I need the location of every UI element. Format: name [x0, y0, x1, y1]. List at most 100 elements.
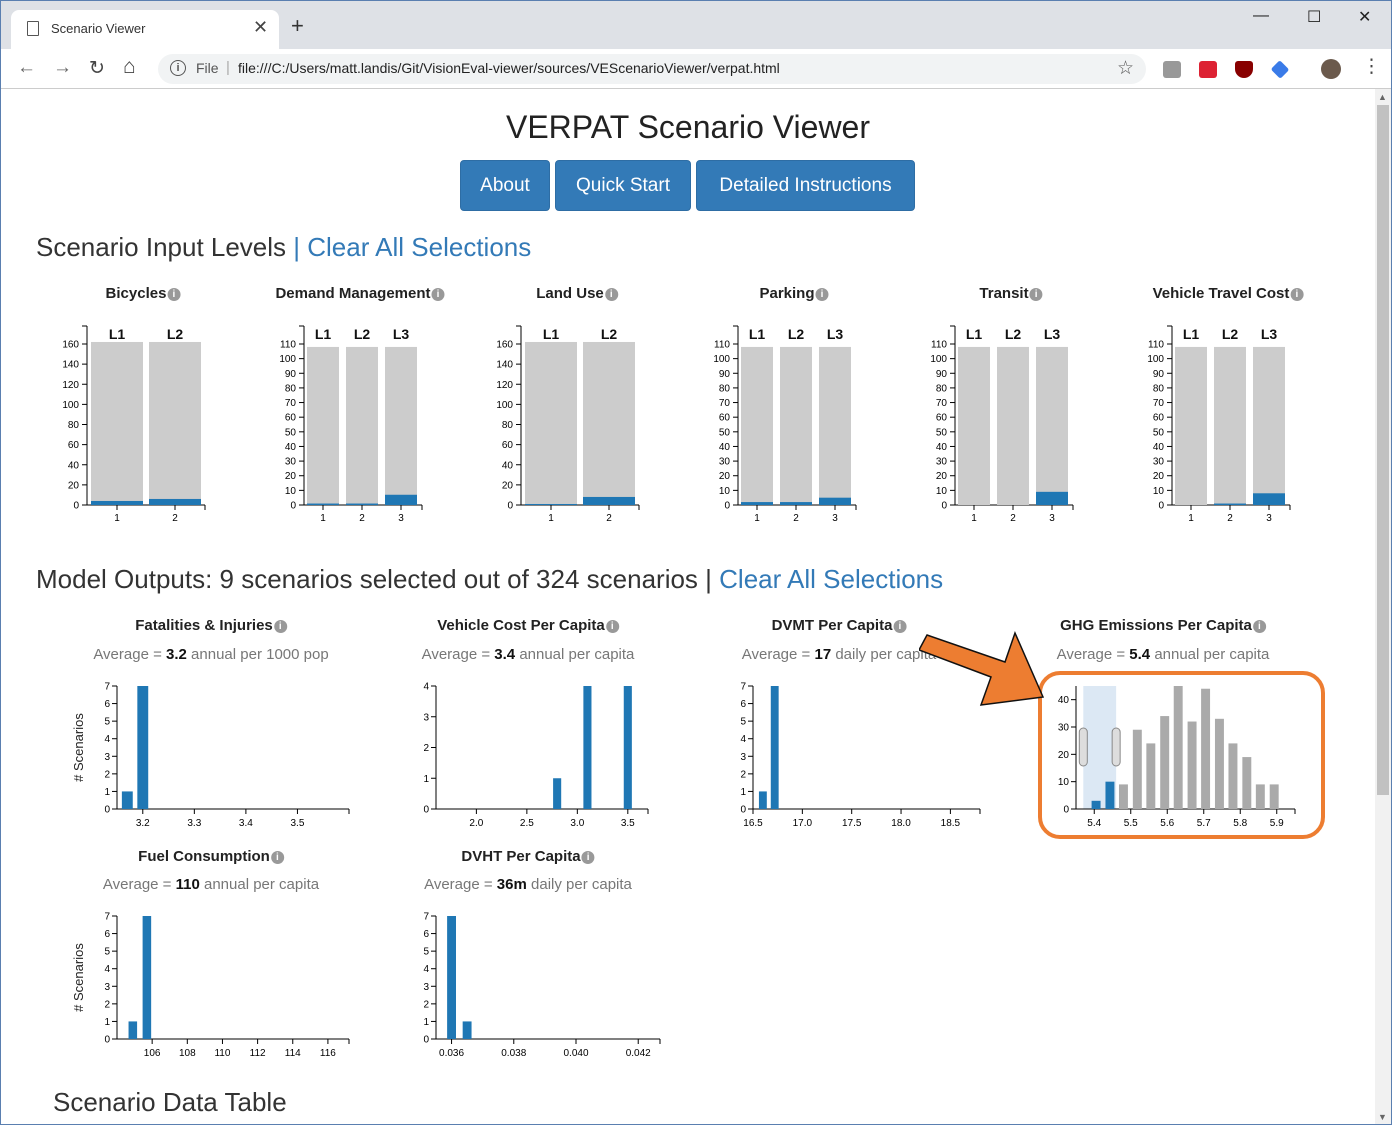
histogram-bar[interactable]: [583, 686, 592, 809]
level-bar[interactable]: [583, 341, 635, 505]
histogram-bar[interactable]: [1269, 784, 1279, 809]
histogram-bar[interactable]: [1118, 784, 1128, 809]
histogram-bar[interactable]: [1173, 686, 1183, 809]
level-bar[interactable]: [346, 346, 378, 505]
info-icon[interactable]: i: [167, 288, 181, 301]
output-chart-dvht-per-capita-average: Average = 36m daily per capita: [424, 876, 632, 893]
extension-diamond-icon[interactable]: [1270, 60, 1290, 79]
level-bar[interactable]: [91, 341, 143, 505]
histogram-bar[interactable]: [137, 686, 149, 809]
browser-menu-icon[interactable]: ⋮: [1362, 56, 1381, 77]
histogram-bar[interactable]: [1242, 757, 1252, 809]
histogram-bar[interactable]: [1091, 800, 1101, 809]
detailed-instructions-button[interactable]: Detailed Instructions: [696, 160, 915, 211]
new-tab-button[interactable]: +: [291, 13, 304, 38]
histogram-bar[interactable]: [447, 916, 456, 1039]
histogram-bar[interactable]: [121, 791, 133, 809]
input-chart-parking[interactable]: 0 10 20 30 40 50 60 70 80 90 100 110 L1 1 L2 2 L3 3: [686, 314, 896, 529]
histogram-bar[interactable]: [128, 1021, 138, 1039]
level-bar[interactable]: [819, 346, 851, 505]
histogram-bar[interactable]: [1228, 743, 1238, 809]
reload-button[interactable]: ↻: [89, 58, 105, 79]
scroll-down-icon[interactable]: ▼: [1378, 1112, 1387, 1122]
url-text[interactable]: file:///C:/Users/matt.landis/Git/VisionE…: [238, 60, 780, 76]
histogram-bar[interactable]: [1160, 716, 1170, 809]
info-icon[interactable]: i: [893, 620, 907, 633]
quick-start-button[interactable]: Quick Start: [555, 160, 691, 211]
inputs-clear-all-link[interactable]: Clear All Selections: [307, 232, 532, 262]
level-bar[interactable]: [307, 346, 339, 505]
info-icon[interactable]: i: [1029, 288, 1043, 301]
output-chart-vehicle-cost-per-capita[interactable]: 0 1 2 3 4 2.0 2.5 3.0 3.5: [406, 682, 656, 832]
level-bar[interactable]: [149, 341, 201, 505]
output-chart-fuel-consumption[interactable]: 0 1 2 3 4 5 6 7 106 108 110 112 114 116 # Scenarios: [67, 912, 357, 1062]
histogram-bar[interactable]: [142, 916, 152, 1039]
input-chart-vehicle-travel-cost[interactable]: 0 10 20 30 40 50 60 70 80 90 100 110 L1 1 L2 2 L3 3: [1120, 314, 1330, 529]
forward-button[interactable]: →: [53, 57, 72, 78]
histogram-bar[interactable]: [1214, 718, 1224, 809]
tab-close-icon[interactable]: ✕: [253, 17, 269, 37]
close-window-button[interactable]: ✕: [1358, 9, 1372, 26]
brush-handle[interactable]: [1111, 727, 1121, 767]
y-tick-label: 10: [1153, 486, 1165, 497]
browser-tab[interactable]: Scenario Viewer ✕: [11, 10, 279, 49]
info-icon[interactable]: i: [273, 620, 287, 633]
level-bar[interactable]: [780, 346, 812, 505]
histogram-bar[interactable]: [1146, 743, 1156, 809]
histogram-bar[interactable]: [1105, 781, 1115, 809]
address-bar[interactable]: i File | file:///C:/Users/matt.landis/Gi…: [158, 54, 1146, 84]
info-icon[interactable]: i: [170, 60, 186, 76]
output-chart-dvmt-per-capita[interactable]: 0 1 2 3 4 5 6 7 16.5 17.0 17.5 18.0 18.5: [723, 682, 988, 832]
info-icon[interactable]: i: [270, 851, 284, 864]
level-bar[interactable]: [1175, 346, 1207, 505]
histogram-bar[interactable]: [462, 1021, 472, 1039]
scrollbar-thumb[interactable]: [1377, 105, 1389, 795]
extension-lastpass-icon[interactable]: [1199, 61, 1217, 78]
level-bar[interactable]: [958, 346, 990, 505]
info-icon[interactable]: i: [581, 851, 595, 864]
level-bar[interactable]: [525, 341, 577, 505]
output-chart-dvht-per-capita[interactable]: 0 1 2 3 4 5 6 7 0.036 0.038 0.040 0.042: [406, 912, 668, 1062]
vertical-scrollbar[interactable]: ▲ ▼: [1375, 89, 1391, 1124]
histogram-bar[interactable]: [770, 686, 779, 809]
minimize-button[interactable]: —: [1253, 7, 1269, 24]
outputs-clear-all-link[interactable]: Clear All Selections: [719, 564, 944, 594]
input-chart-bicycles[interactable]: 0 20 40 60 80 100 120 140 160 L1 1 L2 2: [35, 314, 245, 529]
y-tick-label: 60: [936, 413, 948, 424]
back-button[interactable]: ←: [17, 57, 36, 78]
input-chart-land-use[interactable]: 0 20 40 60 80 100 120 140 160 L1 1 L2 2: [469, 314, 679, 529]
info-icon[interactable]: i: [431, 288, 445, 301]
level-bar[interactable]: [1253, 346, 1285, 505]
info-icon[interactable]: i: [1252, 620, 1266, 633]
profile-avatar[interactable]: [1321, 59, 1341, 79]
info-icon[interactable]: i: [1290, 288, 1304, 301]
ublock-shield-icon[interactable]: [1235, 61, 1253, 78]
histogram-bar[interactable]: [1132, 729, 1142, 809]
brush-handle[interactable]: [1078, 727, 1088, 767]
level-bar[interactable]: [1214, 346, 1246, 505]
level-bar[interactable]: [741, 346, 773, 505]
level-bar[interactable]: [997, 346, 1029, 505]
info-icon[interactable]: i: [604, 288, 618, 301]
histogram-bar[interactable]: [623, 686, 632, 809]
info-icon[interactable]: i: [605, 620, 619, 633]
level-bar[interactable]: [1036, 346, 1068, 505]
level-bar[interactable]: [385, 346, 417, 505]
about-button[interactable]: About: [460, 160, 550, 211]
extension-icon[interactable]: [1163, 61, 1181, 78]
histogram-bar[interactable]: [758, 791, 767, 809]
histogram-bar[interactable]: [1187, 721, 1197, 809]
info-icon[interactable]: i: [815, 288, 829, 301]
histogram-bar[interactable]: [553, 778, 562, 809]
scroll-up-icon[interactable]: ▲: [1378, 92, 1387, 102]
level-label: L3: [393, 326, 410, 342]
histogram-bar[interactable]: [1255, 784, 1265, 809]
input-chart-demand-management[interactable]: 0 10 20 30 40 50 60 70 80 90 100 110 L1 1 L2 2 L3 3: [252, 314, 462, 529]
maximize-button[interactable]: ☐: [1307, 9, 1322, 26]
output-chart-fatalities-injuries[interactable]: 0 1 2 3 4 5 6 7 3.2 3.3 3.4 3.5 # Scenarios: [67, 682, 357, 832]
output-chart-ghg-emissions-per-capita[interactable]: 0 10 20 30 40 5.4 5.5 5.6 5.7 5.8 5.9: [1041, 682, 1303, 832]
input-chart-transit[interactable]: 0 10 20 30 40 50 60 70 80 90 100 110 L1 1 L2 2 L3 3: [903, 314, 1113, 529]
bookmark-star-icon[interactable]: ☆: [1116, 58, 1134, 79]
home-button[interactable]: ⌂: [123, 55, 136, 78]
histogram-bar[interactable]: [1201, 688, 1211, 809]
